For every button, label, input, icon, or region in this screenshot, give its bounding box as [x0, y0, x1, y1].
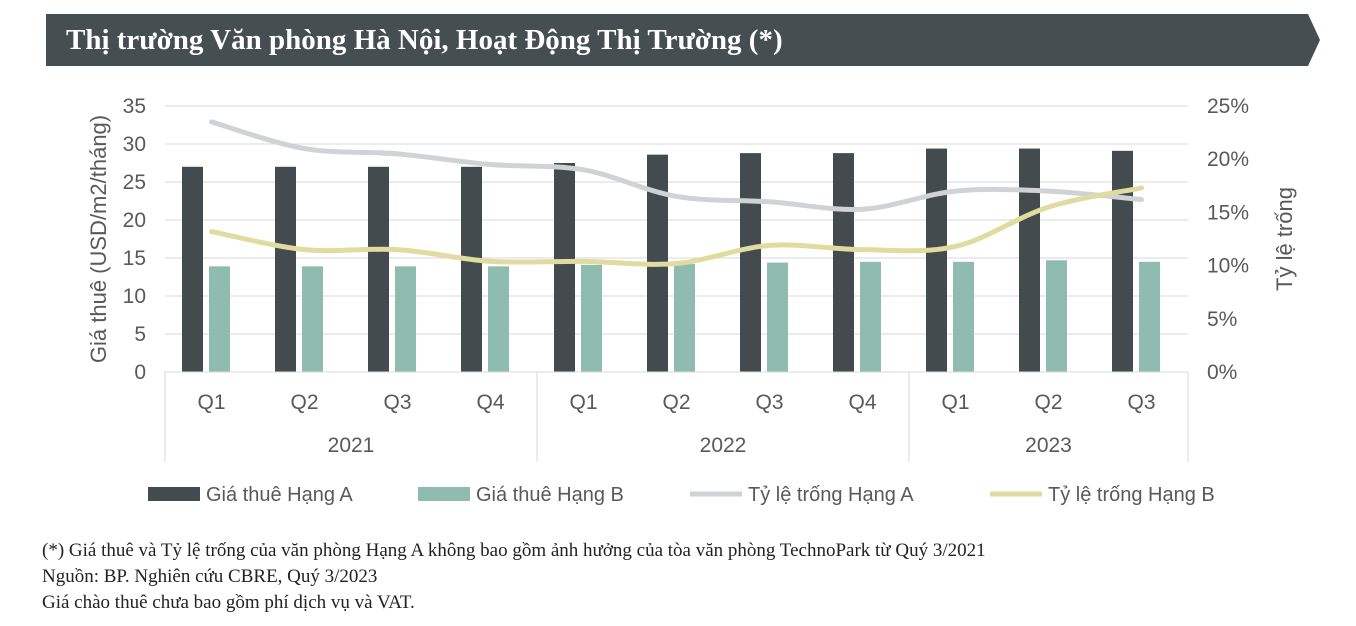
y-tick-label: 30	[123, 133, 146, 156]
y-tick-label: 25	[123, 171, 146, 194]
bar-grade-a-rent	[368, 166, 389, 372]
x-tick-label: Q4	[476, 391, 504, 414]
bar-grade-a-rent	[275, 166, 296, 372]
bar-grade-b-rent	[209, 266, 230, 372]
x-tick-label: Q3	[755, 391, 783, 414]
y2-tick-label: 20%	[1207, 148, 1249, 171]
legend-label: Tỷ lệ trống Hạng B	[1048, 484, 1215, 506]
y2-tick-label: 15%	[1207, 201, 1249, 224]
bar-grade-b-rent	[860, 261, 881, 372]
line-grade-a-vacancy	[209, 119, 1144, 212]
x-group-label: 2022	[700, 434, 747, 457]
bar-grade-a-rent	[1019, 148, 1040, 372]
x-tick-label: Q1	[941, 391, 969, 414]
bar-grade-a-rent	[461, 166, 482, 372]
y-tick-label: 0	[134, 361, 146, 384]
bar-grade-b-rent	[1139, 261, 1160, 372]
bar-grade-b-rent	[302, 266, 323, 372]
y2-tick-label: 5%	[1207, 308, 1237, 331]
x-group-label: 2023	[1025, 434, 1072, 457]
y2-tick-label: 25%	[1207, 95, 1249, 118]
y-tick-label: 20	[123, 209, 146, 232]
y-tick-label: 5	[134, 323, 146, 346]
bar-grade-b-rent	[395, 266, 416, 372]
y-tick-label: 35	[123, 95, 146, 118]
legend-swatch	[148, 487, 200, 501]
x-tick-label: Q2	[1034, 391, 1062, 414]
legend-label: Giá thuê Hạng B	[476, 484, 624, 506]
price-note: Giá chào thuê chưa bao gồm phí dịch vụ v…	[42, 592, 415, 613]
legend-label: Giá thuê Hạng A	[206, 484, 353, 506]
bar-grade-b-rent	[488, 266, 509, 372]
y-tick-label: 15	[123, 247, 146, 270]
x-tick-label: Q1	[569, 391, 597, 414]
y2-tick-label: 10%	[1207, 255, 1249, 278]
bar-grade-b-rent	[953, 261, 974, 372]
x-tick-label: Q3	[1127, 391, 1155, 414]
x-tick-label: Q4	[848, 391, 876, 414]
bar-grade-b-rent	[674, 264, 695, 372]
y2-axis-title: Tỷ lệ trống	[1272, 187, 1297, 291]
legend-label: Tỷ lệ trống Hạng A	[748, 484, 914, 506]
y-axis-title: Giá thuê (USD/m2/tháng)	[86, 115, 111, 363]
line-grade-b-vacancy	[209, 185, 1144, 267]
footnote: (*) Giá thuê và Tỷ lệ trống của văn phòn…	[42, 540, 986, 561]
bar-grade-a-rent	[833, 153, 854, 372]
legend-swatch	[418, 487, 470, 501]
title-banner	[46, 14, 1320, 66]
y2-tick-label: 0%	[1207, 361, 1237, 384]
x-group-label: 2021	[328, 434, 375, 457]
bar-grade-a-rent	[554, 163, 575, 372]
bar-grade-b-rent	[581, 264, 602, 372]
x-tick-label: Q2	[662, 391, 690, 414]
bar-grade-a-rent	[182, 166, 203, 372]
bar-grade-a-rent	[1112, 150, 1133, 372]
x-tick-label: Q3	[383, 391, 411, 414]
combo-chart: 0 5 10 15 20 25 30 35 0% 5% 10% 15% 20% 25% Giá thuê (…	[86, 95, 1297, 506]
bar-grade-a-rent	[740, 153, 761, 372]
x-tick-label: Q1	[197, 391, 225, 414]
y-tick-label: 10	[123, 285, 146, 308]
source-note: Nguồn: BP. Nghiên cứu CBRE, Quý 3/2023	[42, 566, 378, 587]
bar-grade-b-rent	[1046, 260, 1067, 372]
chart-title: Thị trường Văn phòng Hà Nội, Hoạt Động T…	[66, 24, 783, 56]
bar-grade-b-rent	[767, 262, 788, 372]
bar-grade-a-rent	[926, 148, 947, 372]
x-tick-label: Q2	[290, 391, 318, 414]
